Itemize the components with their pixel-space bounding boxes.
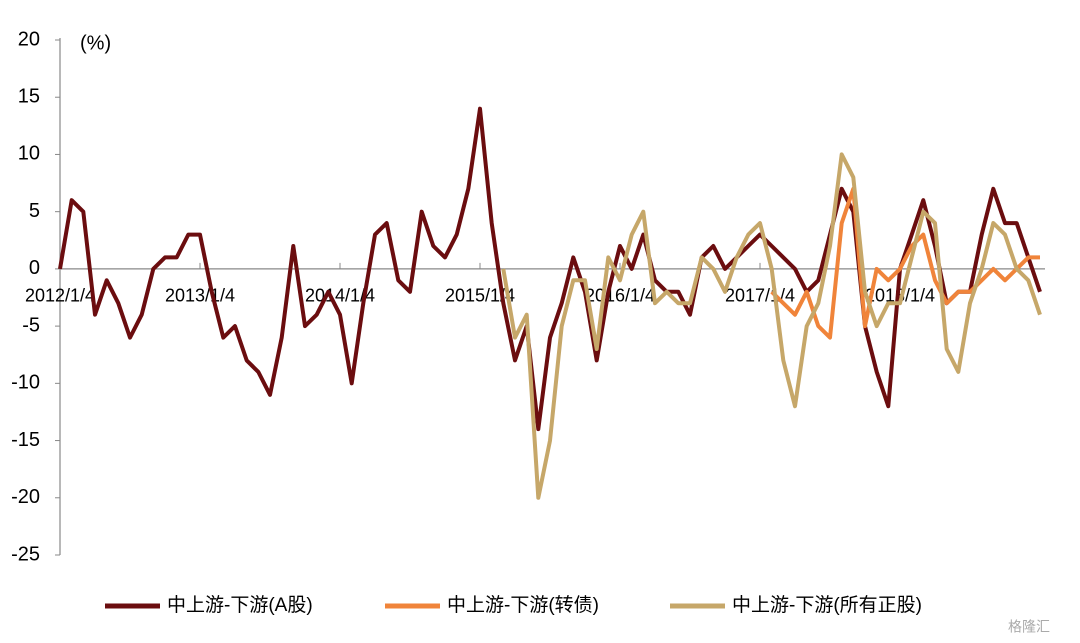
y-axis-unit: (%) [80,32,111,54]
x-tick-label: 2012/1/4 [25,286,95,306]
y-tick-label: 0 [29,257,40,279]
y-tick-label: 10 [18,143,40,165]
x-tick-label: 2015/1/4 [445,286,515,306]
y-tick-label: 5 [29,200,40,222]
y-tick-label: -25 [11,543,40,565]
y-tick-label: -5 [22,314,40,336]
series-line [58,106,1042,432]
y-tick-label: 20 [18,28,40,50]
watermark: 格隆汇 [1008,619,1050,635]
x-tick-label: 2016/1/4 [585,286,655,306]
y-tick-label: -10 [11,372,40,394]
legend-label: 中上游-下游(所有正股) [732,594,922,616]
legend-label: 中上游-下游(A股) [167,594,313,616]
y-tick-label: -20 [11,486,40,508]
y-tick-label: -15 [11,429,40,451]
series-line [770,186,1040,340]
y-tick-label: 15 [18,86,40,108]
series-line [501,152,1042,500]
legend-label: 中上游-下游(转债) [447,594,599,616]
x-tick-label: 2013/1/4 [165,286,235,306]
